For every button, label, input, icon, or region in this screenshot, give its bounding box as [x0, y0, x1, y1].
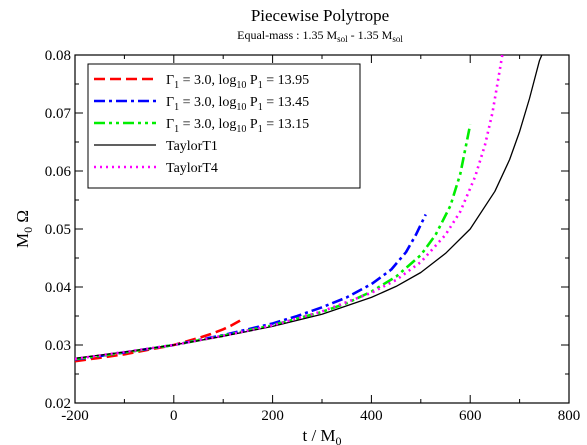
x-tick-label: 200: [261, 408, 284, 424]
y-tick-label: 0.02: [45, 396, 71, 412]
y-axis-label: M0 Ω: [13, 210, 35, 248]
series-line-2: [75, 213, 427, 361]
chart-subtitle: Equal-mass : 1.35 Msol - 1.35 Msol: [237, 28, 403, 44]
legend-label-3: Γ1 = 3.0, log10 P1 = 13.15: [166, 117, 309, 135]
x-axis-label: t / M0: [302, 426, 341, 445]
x-tick-label: 600: [459, 408, 482, 424]
series-line-1: [75, 317, 244, 363]
series-layer: [75, 55, 543, 363]
legend: Γ1 = 3.0, log10 P1 = 13.95 Γ1 = 3.0, log1…: [87, 63, 361, 189]
legend-label-5: TaylorT4: [166, 161, 218, 176]
legend-label-1: Γ1 = 3.0, log10 P1 = 13.95: [166, 73, 309, 91]
y-tick-label: 0.03: [45, 338, 71, 354]
y-axis: 0.02 0.03 0.04 0.05 0.06 0.07 0.08: [45, 48, 569, 412]
y-tick-label: 0.04: [45, 280, 72, 296]
legend-label-4: TaylorT1: [166, 139, 218, 154]
y-tick-label: 0.05: [45, 222, 71, 238]
y-tick-label: 0.07: [45, 106, 72, 122]
x-tick-label: 800: [558, 408, 581, 424]
x-tick-label: 0: [170, 408, 178, 424]
chart-title: Piecewise Polytrope: [251, 6, 389, 25]
y-tick-label: 0.06: [45, 164, 72, 180]
y-tick-label: 0.08: [45, 48, 71, 64]
series-line-3: [75, 124, 472, 361]
legend-label-2: Γ1 = 3.0, log10 P1 = 13.45: [166, 95, 309, 113]
legend-box: [87, 63, 361, 189]
x-tick-label: -200: [61, 408, 89, 424]
x-tick-label: 400: [360, 408, 383, 424]
x-axis: -200 0 200 400 600 800: [61, 55, 580, 424]
